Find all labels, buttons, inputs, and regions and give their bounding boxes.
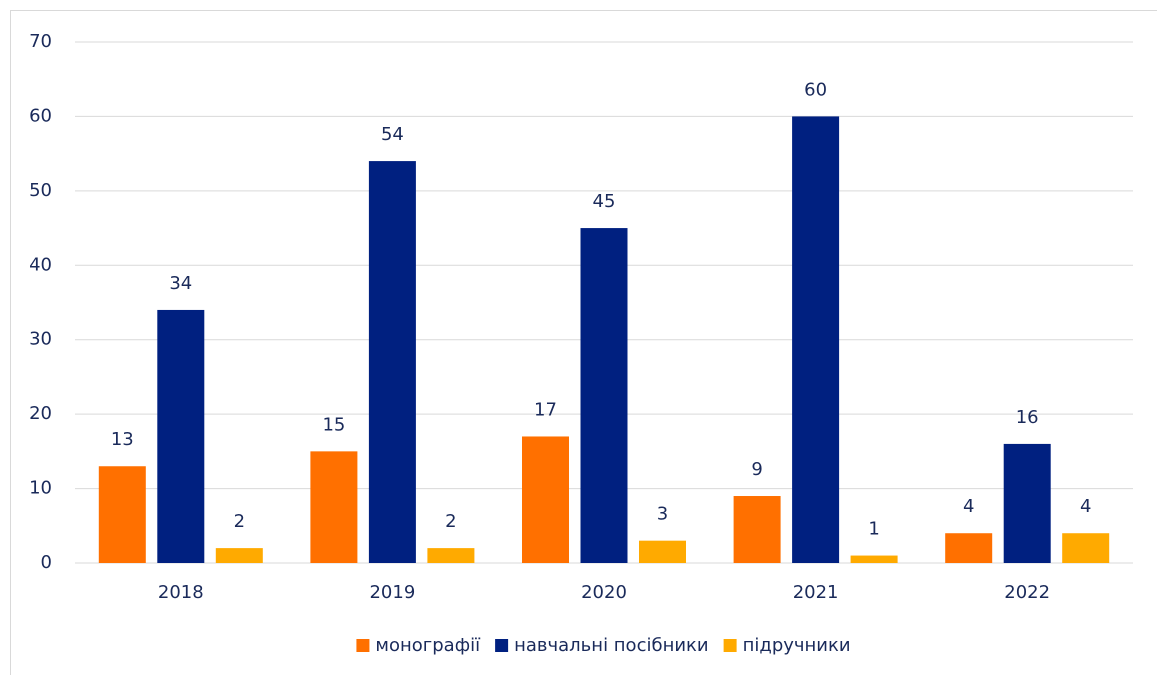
x-tick-label: 2018 <box>158 582 204 603</box>
bar <box>215 548 263 563</box>
data-label: 9 <box>751 459 762 480</box>
bar <box>639 540 686 563</box>
y-tick-label: 0 <box>41 552 52 573</box>
bar <box>427 548 475 563</box>
legend-swatch <box>723 639 737 652</box>
chart-frame <box>10 10 1157 675</box>
bar <box>522 436 569 563</box>
x-tick-label: 2020 <box>581 582 627 603</box>
data-label: 34 <box>169 273 192 294</box>
bar <box>580 228 628 564</box>
data-label: 16 <box>1016 407 1039 428</box>
y-tick-label: 50 <box>29 180 52 201</box>
x-tick-label: 2021 <box>793 582 839 603</box>
bar <box>1062 533 1110 563</box>
data-label: 45 <box>593 191 616 212</box>
bar <box>792 116 840 563</box>
x-tick-label: 2019 <box>369 582 415 603</box>
data-label: 60 <box>804 79 827 100</box>
y-tick-label: 40 <box>29 254 52 275</box>
data-label: 54 <box>381 124 404 145</box>
data-label: 15 <box>322 414 345 435</box>
bar <box>98 466 146 563</box>
x-tick-label: 2022 <box>1004 582 1050 603</box>
bar <box>310 451 358 563</box>
legend-swatch <box>495 639 509 652</box>
data-label: 2 <box>234 511 245 532</box>
bar <box>733 496 781 563</box>
bar <box>945 533 993 563</box>
data-label: 2 <box>445 511 456 532</box>
y-tick-label: 20 <box>29 403 52 424</box>
legend-label: монографії <box>375 635 481 656</box>
data-label: 17 <box>534 399 557 420</box>
legend-swatch <box>356 639 370 652</box>
bar <box>368 161 416 564</box>
y-tick-label: 70 <box>29 31 52 52</box>
y-tick-label: 30 <box>29 329 52 350</box>
data-label: 3 <box>657 504 668 525</box>
data-label: 4 <box>963 496 974 517</box>
data-label: 13 <box>111 429 134 450</box>
data-label: 1 <box>868 519 879 540</box>
legend-label: підручники <box>743 635 851 656</box>
bar <box>157 309 205 563</box>
y-tick-label: 60 <box>29 105 52 126</box>
bar <box>850 555 898 563</box>
bar <box>1003 443 1051 563</box>
y-tick-label: 10 <box>29 478 52 499</box>
data-label: 4 <box>1080 496 1091 517</box>
legend-label: навчальні посібники <box>514 635 709 656</box>
